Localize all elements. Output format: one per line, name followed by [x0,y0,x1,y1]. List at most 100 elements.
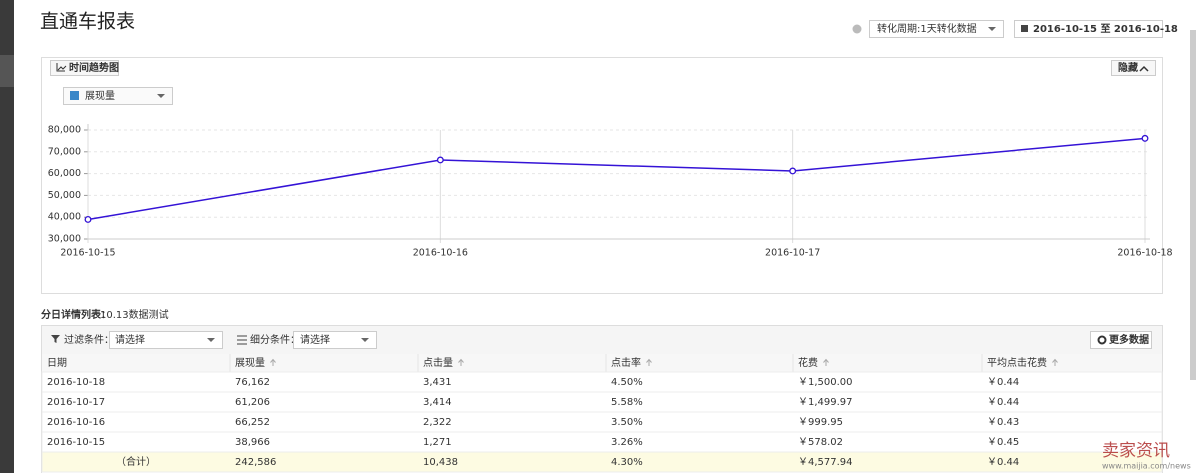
column-header: 展现量 [235,357,265,369]
watermark: 卖家资讯 [1102,441,1170,461]
chart-tab-label: 时间趋势图 [69,61,119,74]
table-cell: ￥0.43 [987,417,1019,428]
sidebar [0,0,14,473]
chart-icon [56,63,67,72]
segment-select[interactable] [293,331,377,349]
plot: 30,000 40,000 50,000 60,000 70,000 80,000 2016… [48,124,1173,259]
y-tick-label: 70,000 [48,146,81,157]
sort-icon [458,358,464,366]
table-cell: ￥0.45 [987,437,1019,448]
column-header: 点击率 [611,356,641,369]
period-label: 转化周期:1天转化数据 [877,22,977,35]
caret [361,338,369,342]
hide-button[interactable] [1111,60,1156,76]
table-cell: ￥1,499.97 [798,397,853,408]
segment-icon [237,335,247,345]
filter-value: 请选择 [115,333,145,346]
point [436,156,444,164]
chart-panel [41,57,1163,294]
x-tick-label: 2016-10-16 [413,248,468,259]
table-caption: 10.13数据测试 [100,308,169,321]
metric-swatch [70,91,79,100]
table-cell: 2016-10-18 [47,377,105,388]
sort-icon [270,358,276,366]
column-header: 花费 [798,356,818,369]
caret [207,338,215,342]
caret [157,94,165,98]
y-tick-label: 30,000 [48,234,81,245]
total-row [41,451,1163,473]
table-cell: 3.50% [611,417,643,428]
column-header: 点击量 [423,357,453,369]
table-cell: 3,431 [423,377,452,388]
more-button[interactable] [1090,331,1152,349]
table-cell: 2,322 [423,417,452,428]
segment-label: 细分条件： [250,333,300,346]
table-cell: （合计） [116,455,156,468]
watermark-url: www.maijia.com/news [1102,462,1191,471]
table-cell: 4.30% [611,457,643,468]
point [1141,134,1149,142]
y-tick-label: 80,000 [48,125,81,136]
y-tick-label: 40,000 [48,212,81,223]
point [789,167,797,175]
table-cell: 2016-10-17 [47,397,105,408]
series-line [87,137,1146,221]
table-cell: 1,271 [423,437,452,448]
page-title: 直通车报表 [40,11,135,33]
period-select[interactable] [869,20,1004,38]
table-cell: ￥1,500.00 [798,377,853,388]
date-button[interactable] [1014,20,1163,38]
y-tick-label: 50,000 [48,190,81,201]
metric-select[interactable] [63,87,173,105]
more-label: 更多数据 [1109,333,1149,346]
table-cell: ￥578.02 [798,437,843,448]
table-cell: 242,586 [235,457,276,468]
table-cell: ￥0.44 [987,377,1019,388]
y-tick-label: 60,000 [48,168,81,179]
table-cell: ￥0.44 [987,457,1019,468]
calendar-icon [1021,25,1028,32]
filter-select[interactable] [109,331,223,349]
hide-label: 隐藏 [1118,61,1138,74]
gear-icon [1097,335,1107,345]
sort-icon [646,358,652,366]
table-cell: 2016-10-15 [47,437,105,448]
header-row [42,354,1162,372]
table: 日期 展现量 点击量 点击率 花费 平均点击花费 2016-10-18 76,162 3,431… [41,354,1163,473]
sort-icon [823,358,829,366]
table-cell: ￥4,577.94 [798,457,853,468]
point [84,216,92,223]
info-icon[interactable] [852,24,862,34]
filter-icon [51,335,60,343]
metric-label: 展现量 [85,90,115,102]
table-cell: 38,966 [235,437,270,448]
scrollbar[interactable] [1190,30,1196,380]
table-cell: 4.50% [611,377,643,388]
table-cell: 2016-10-16 [47,417,105,428]
table-cell: 76,162 [235,377,270,388]
table-cell: 61,206 [235,397,270,408]
column-header: 日期 [47,357,67,369]
chart-tab[interactable] [50,60,119,76]
filter-label: 过滤条件： [64,333,114,346]
segment-value: 请选择 [300,333,330,346]
table-cell: ￥0.44 [987,397,1019,408]
table-cell: 3.26% [611,437,643,448]
chevron [1139,65,1149,72]
table-cell: 66,252 [235,417,270,428]
x-tick-label: 2016-10-15 [60,248,115,259]
column-header: 平均点击花费 [987,356,1047,369]
date-range: 2016-10-15 至 2016-10-18 [1033,23,1178,35]
table-cell: 10,438 [423,457,458,468]
caret [988,27,996,31]
x-tick-label: 2016-10-18 [1117,248,1172,259]
toolbar [42,326,1162,354]
sidebar-item[interactable] [0,55,14,87]
sort-icon [1052,358,1058,366]
table-caption-label: 分日详情列表： [41,308,111,321]
table-cell: 5.58% [611,397,643,408]
table-cell: 3,414 [423,397,452,408]
table-cell: ￥999.95 [798,417,843,428]
